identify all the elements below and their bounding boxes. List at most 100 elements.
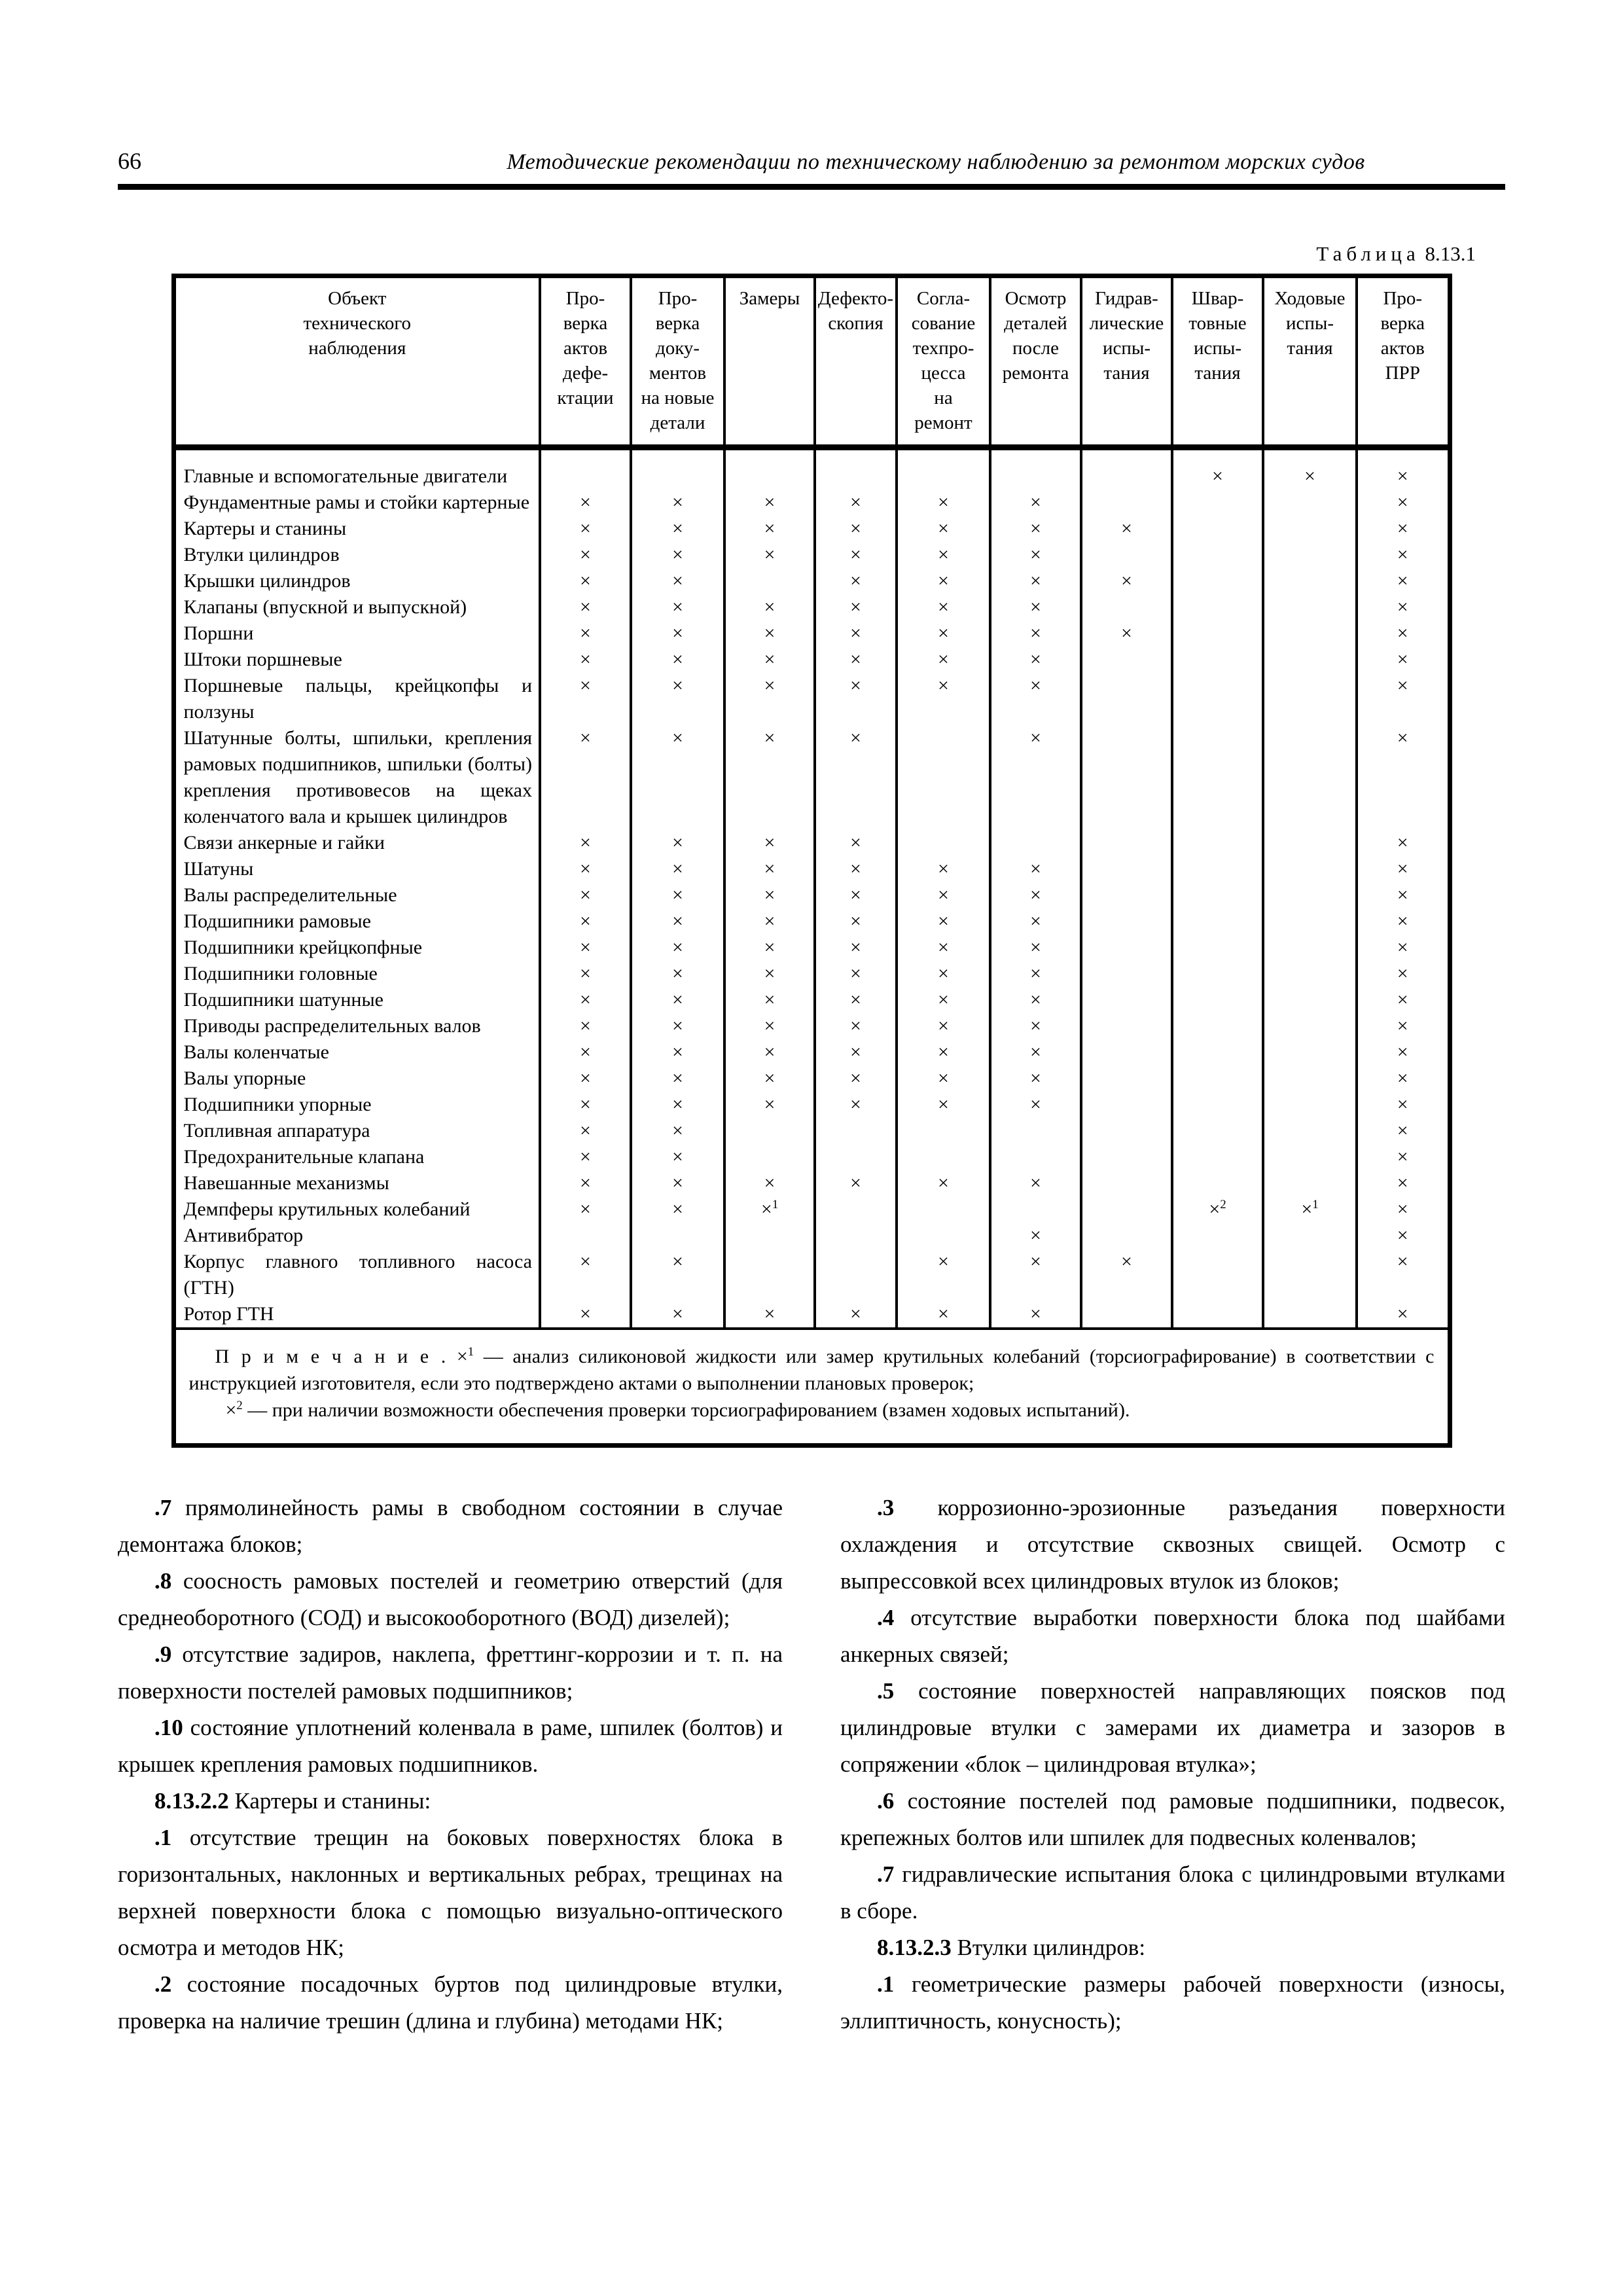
mark-cell: × — [1080, 1249, 1172, 1301]
mark-cell: × — [1355, 1144, 1450, 1170]
row-label: Топливная аппаратура — [183, 1120, 370, 1141]
table-row: Предохранительные клапана × × × — [173, 1144, 1450, 1170]
mark-cell: × — [539, 882, 631, 908]
empty-cell — [813, 1249, 897, 1301]
mark-cell: × — [1355, 1301, 1450, 1329]
mark-cell: × — [813, 725, 897, 830]
empty-cell — [813, 447, 897, 490]
empty-cell — [1171, 1039, 1263, 1066]
column-header-inspection: Осмотр деталей после ремонта — [989, 276, 1081, 450]
empty-cell — [723, 447, 815, 490]
mark-cell: × — [630, 1013, 724, 1039]
mark-cell: × — [813, 1066, 897, 1092]
mark-cell: × — [539, 1013, 631, 1039]
mark-cell: × — [539, 961, 631, 987]
empty-cell — [723, 1249, 815, 1301]
text-item: .7 прямолинейность рамы в свободном сост… — [118, 1495, 783, 1557]
mark-cell: × — [630, 725, 724, 830]
mark-cell: × — [723, 725, 815, 830]
empty-cell — [1171, 987, 1263, 1013]
mark-cell: × — [813, 620, 897, 647]
mark-cell: × — [1355, 830, 1450, 856]
mark-cell: × — [813, 490, 897, 516]
mark-cell: × — [989, 935, 1081, 961]
item-number: .6 — [877, 1788, 895, 1814]
table-row: Подшипники крейцкопфные × × × × × × × — [173, 935, 1450, 961]
row-label: Валы распределительные — [183, 884, 397, 906]
empty-cell — [813, 1196, 897, 1223]
table-caption-number: 8.13.1 — [1425, 242, 1476, 265]
empty-cell — [1171, 568, 1263, 594]
empty-cell — [1171, 1013, 1263, 1039]
row-label: Антивибратор — [183, 1225, 304, 1246]
mark-cell: × — [1171, 447, 1263, 490]
table-row: Валы упорные × × × × × × × — [173, 1066, 1450, 1092]
mark-cell: × — [630, 882, 724, 908]
mark-cell: × — [813, 856, 897, 882]
empty-cell — [723, 568, 815, 594]
note-x1-symbol: ×1 — [456, 1345, 474, 1367]
empty-cell — [895, 1118, 990, 1144]
empty-cell — [1171, 882, 1263, 908]
mark-cell: × — [989, 647, 1081, 673]
mark-cell: × — [813, 908, 897, 935]
body-right-column: .3 коррозионно-эрозионные разъедания пов… — [840, 1490, 1505, 2039]
empty-cell — [989, 1196, 1081, 1223]
mark-cell: × — [989, 542, 1081, 568]
mark-cell: × — [539, 1118, 631, 1144]
mark-cell: × — [895, 961, 990, 987]
mark-cell: × — [895, 908, 990, 935]
table-row: Антивибратор × × — [173, 1223, 1450, 1249]
page-header: 66 Методические рекомендации по техничес… — [118, 147, 1505, 190]
mark-cell: × — [539, 673, 631, 725]
mark-cell: × — [723, 987, 815, 1013]
empty-cell — [1262, 673, 1357, 725]
mark-cell: × — [723, 516, 815, 542]
mark-cell: × — [539, 1170, 631, 1196]
mark-cell: × — [989, 568, 1081, 594]
mark-cell: × — [723, 673, 815, 725]
mark-cell: × — [989, 725, 1081, 830]
mark-cell: × — [895, 516, 990, 542]
mark-cell: × — [723, 856, 815, 882]
mark-cell: × — [895, 568, 990, 594]
mark-cell: ×1 — [723, 1196, 815, 1223]
empty-cell — [1080, 1092, 1172, 1118]
row-label: Главные и вспомогательные двигатели — [183, 465, 508, 487]
row-label: Подшипники крейцкопфные — [183, 937, 423, 958]
row-label: Крышки цилиндров — [183, 570, 351, 592]
item-number: .3 — [877, 1495, 895, 1520]
text-item: .2 состояние посадочных буртов под цилин… — [118, 1971, 783, 2034]
row-label: Шатунные болты, шпильки, крепления рамов… — [183, 727, 533, 827]
empty-cell — [1080, 882, 1172, 908]
mark-cell: × — [1355, 1092, 1450, 1118]
mark-cell: × — [989, 1066, 1081, 1092]
table-row: Главные и вспомогательные двигатели × × × — [173, 447, 1450, 490]
table-row: Поршневые пальцы, крейцкопфы и ползуны × ×… — [173, 673, 1450, 725]
table-row: Связи анкерные и гайки × × × × × — [173, 830, 1450, 856]
column-header-object: Объект технического наблюдения — [173, 276, 540, 450]
document-page: 66 Методические рекомендации по техничес… — [118, 147, 1505, 2039]
empty-cell — [1171, 1144, 1263, 1170]
empty-cell — [1080, 490, 1172, 516]
item-number: .1 — [154, 1825, 172, 1850]
empty-cell — [1171, 1301, 1263, 1329]
text-item: .7 гидравлические испытания блока с цили… — [840, 1861, 1505, 1924]
mark-cell: × — [539, 1066, 631, 1092]
mark-cell: × — [1355, 1039, 1450, 1066]
mark-cell: × — [1355, 1249, 1450, 1301]
empty-cell — [630, 447, 724, 490]
mark-cell: × — [989, 673, 1081, 725]
mark-cell: ×1 — [1262, 1196, 1357, 1223]
empty-cell — [1080, 1301, 1172, 1329]
mark-cell: × — [630, 647, 724, 673]
note-x1-text: — анализ силиконовой жидкости или замер … — [188, 1346, 1435, 1394]
table-note: П р и м е ч а н и е . ×1 — анализ силико… — [173, 1327, 1450, 1446]
mark-cell: × — [1355, 490, 1450, 516]
empty-cell — [1262, 987, 1357, 1013]
mark-cell: × — [630, 568, 724, 594]
empty-cell — [723, 1223, 815, 1249]
mark-cell: × — [539, 1144, 631, 1170]
mark-cell: × — [539, 987, 631, 1013]
mark-cell: ×2 — [1171, 1196, 1263, 1223]
